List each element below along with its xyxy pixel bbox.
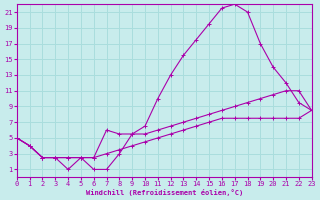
X-axis label: Windchill (Refroidissement éolien,°C): Windchill (Refroidissement éolien,°C) [85,189,243,196]
